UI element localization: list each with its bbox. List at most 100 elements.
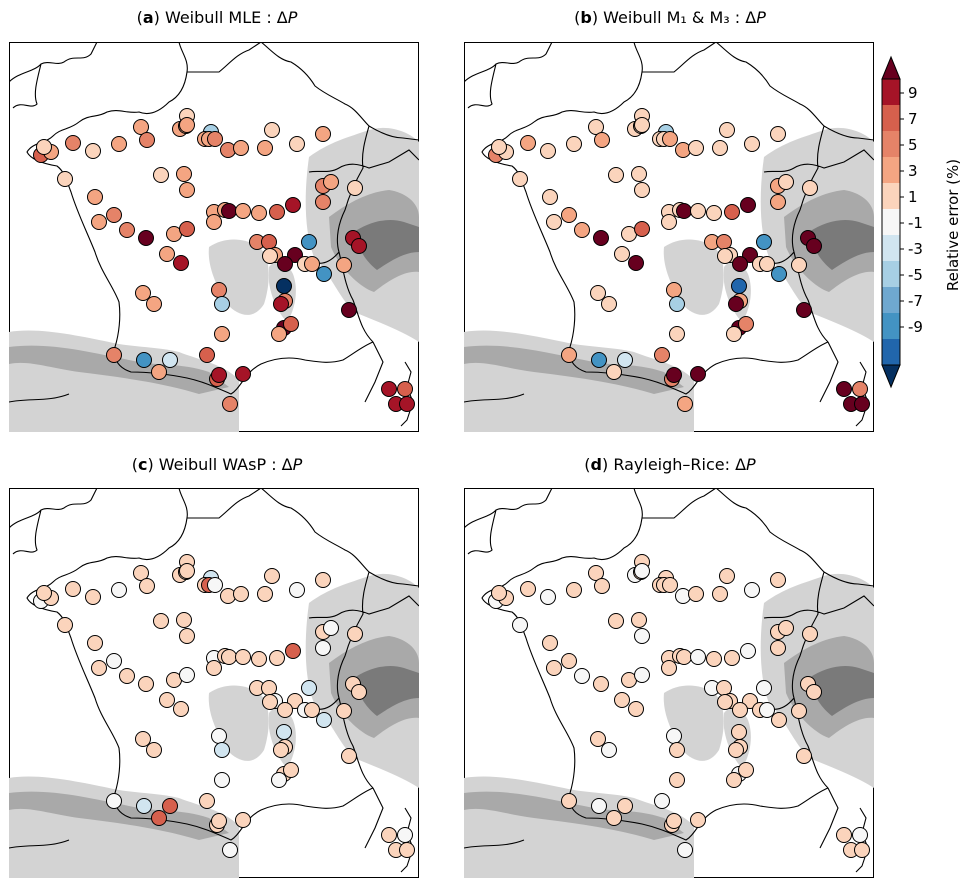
station-marker (593, 676, 609, 692)
pyrenees-high-terrain (464, 791, 684, 840)
station-marker (235, 203, 251, 219)
station-marker (561, 207, 577, 223)
station-marker (269, 204, 285, 220)
station-marker (802, 626, 818, 642)
station-marker (661, 660, 677, 676)
station-marker (690, 649, 706, 665)
station-marker (574, 668, 590, 684)
station-marker (153, 167, 169, 183)
station-marker (806, 238, 822, 254)
station-marker (91, 214, 107, 230)
station-marker (176, 166, 192, 182)
station-marker (836, 827, 852, 843)
colorbar-tick-label: 7 (908, 110, 918, 128)
station-marker (146, 296, 162, 312)
terrain-shading (9, 573, 419, 878)
station-marker (316, 266, 332, 282)
station-marker (654, 793, 670, 809)
colorbar-segment (882, 183, 900, 209)
station-marker (119, 668, 135, 684)
station-marker (106, 793, 122, 809)
station-marker (606, 810, 622, 826)
station-marker (491, 139, 507, 155)
station-marker (676, 203, 692, 219)
colorbar-top-extend (881, 55, 901, 80)
station-marker (207, 131, 223, 147)
station-marker (854, 396, 870, 412)
station-marker (520, 581, 536, 597)
station-marker (315, 126, 331, 142)
station-marker (351, 238, 367, 254)
station-marker (211, 367, 227, 383)
station-marker (179, 628, 195, 644)
station-marker (666, 728, 682, 744)
alps-high-terrain (809, 666, 874, 716)
station-marker (666, 813, 682, 829)
station-marker (669, 296, 685, 312)
station-marker (796, 748, 812, 764)
station-marker (233, 140, 249, 156)
station-marker (791, 257, 807, 273)
map-panel-b (464, 42, 874, 432)
station-marker (315, 572, 331, 588)
station-marker (397, 827, 413, 843)
station-marker (211, 282, 227, 298)
station-marker (770, 126, 786, 142)
station-marker (323, 174, 339, 190)
station-marker (347, 180, 363, 196)
station-marker (304, 702, 320, 718)
station-marker (756, 234, 772, 250)
station-marker (173, 701, 189, 717)
colorbar-segment (882, 105, 900, 131)
map-panel-c (9, 488, 419, 878)
station-marker (606, 364, 622, 380)
station-marker (133, 119, 149, 135)
station-marker (631, 612, 647, 628)
station-marker (136, 798, 152, 814)
station-marker (221, 649, 237, 665)
station-marker (221, 203, 237, 219)
station-marker (608, 613, 624, 629)
station-marker (778, 174, 794, 190)
station-marker (214, 772, 230, 788)
station-marker (728, 296, 744, 312)
colorbar-segment (882, 79, 900, 105)
station-marker (731, 278, 747, 294)
station-marker (271, 772, 287, 788)
colorbar-tick-label: 3 (908, 162, 918, 180)
station-marker (36, 585, 52, 601)
colorbar-tick-label: -9 (908, 318, 923, 336)
station-marker (654, 347, 670, 363)
station-marker (222, 396, 238, 412)
station-marker (159, 692, 175, 708)
station-marker (542, 635, 558, 651)
station-marker (106, 347, 122, 363)
colorbar-outline (881, 78, 901, 366)
station-marker (315, 640, 331, 656)
colorbar-tick-label: -5 (908, 266, 923, 284)
station-marker (724, 204, 740, 220)
colorbar-tick-label: -3 (908, 240, 923, 258)
colorbar-segment (882, 339, 900, 365)
station-marker (91, 660, 107, 676)
station-marker (85, 143, 101, 159)
station-marker (588, 119, 604, 135)
station-marker (269, 650, 285, 666)
station-marker (151, 364, 167, 380)
station-marker (179, 182, 195, 198)
station-marker (770, 194, 786, 210)
station-marker (717, 248, 733, 264)
colorbar-segment (882, 235, 900, 261)
station-marker (351, 684, 367, 700)
stations (33, 554, 415, 858)
station-marker (706, 205, 722, 221)
station-marker (399, 396, 415, 412)
station-marker (759, 702, 775, 718)
station-marker (214, 296, 230, 312)
station-marker (251, 651, 267, 667)
station-marker (854, 842, 870, 858)
station-marker (566, 136, 582, 152)
coastline-borders (464, 488, 874, 849)
station-marker (251, 205, 267, 221)
station-marker (214, 742, 230, 758)
